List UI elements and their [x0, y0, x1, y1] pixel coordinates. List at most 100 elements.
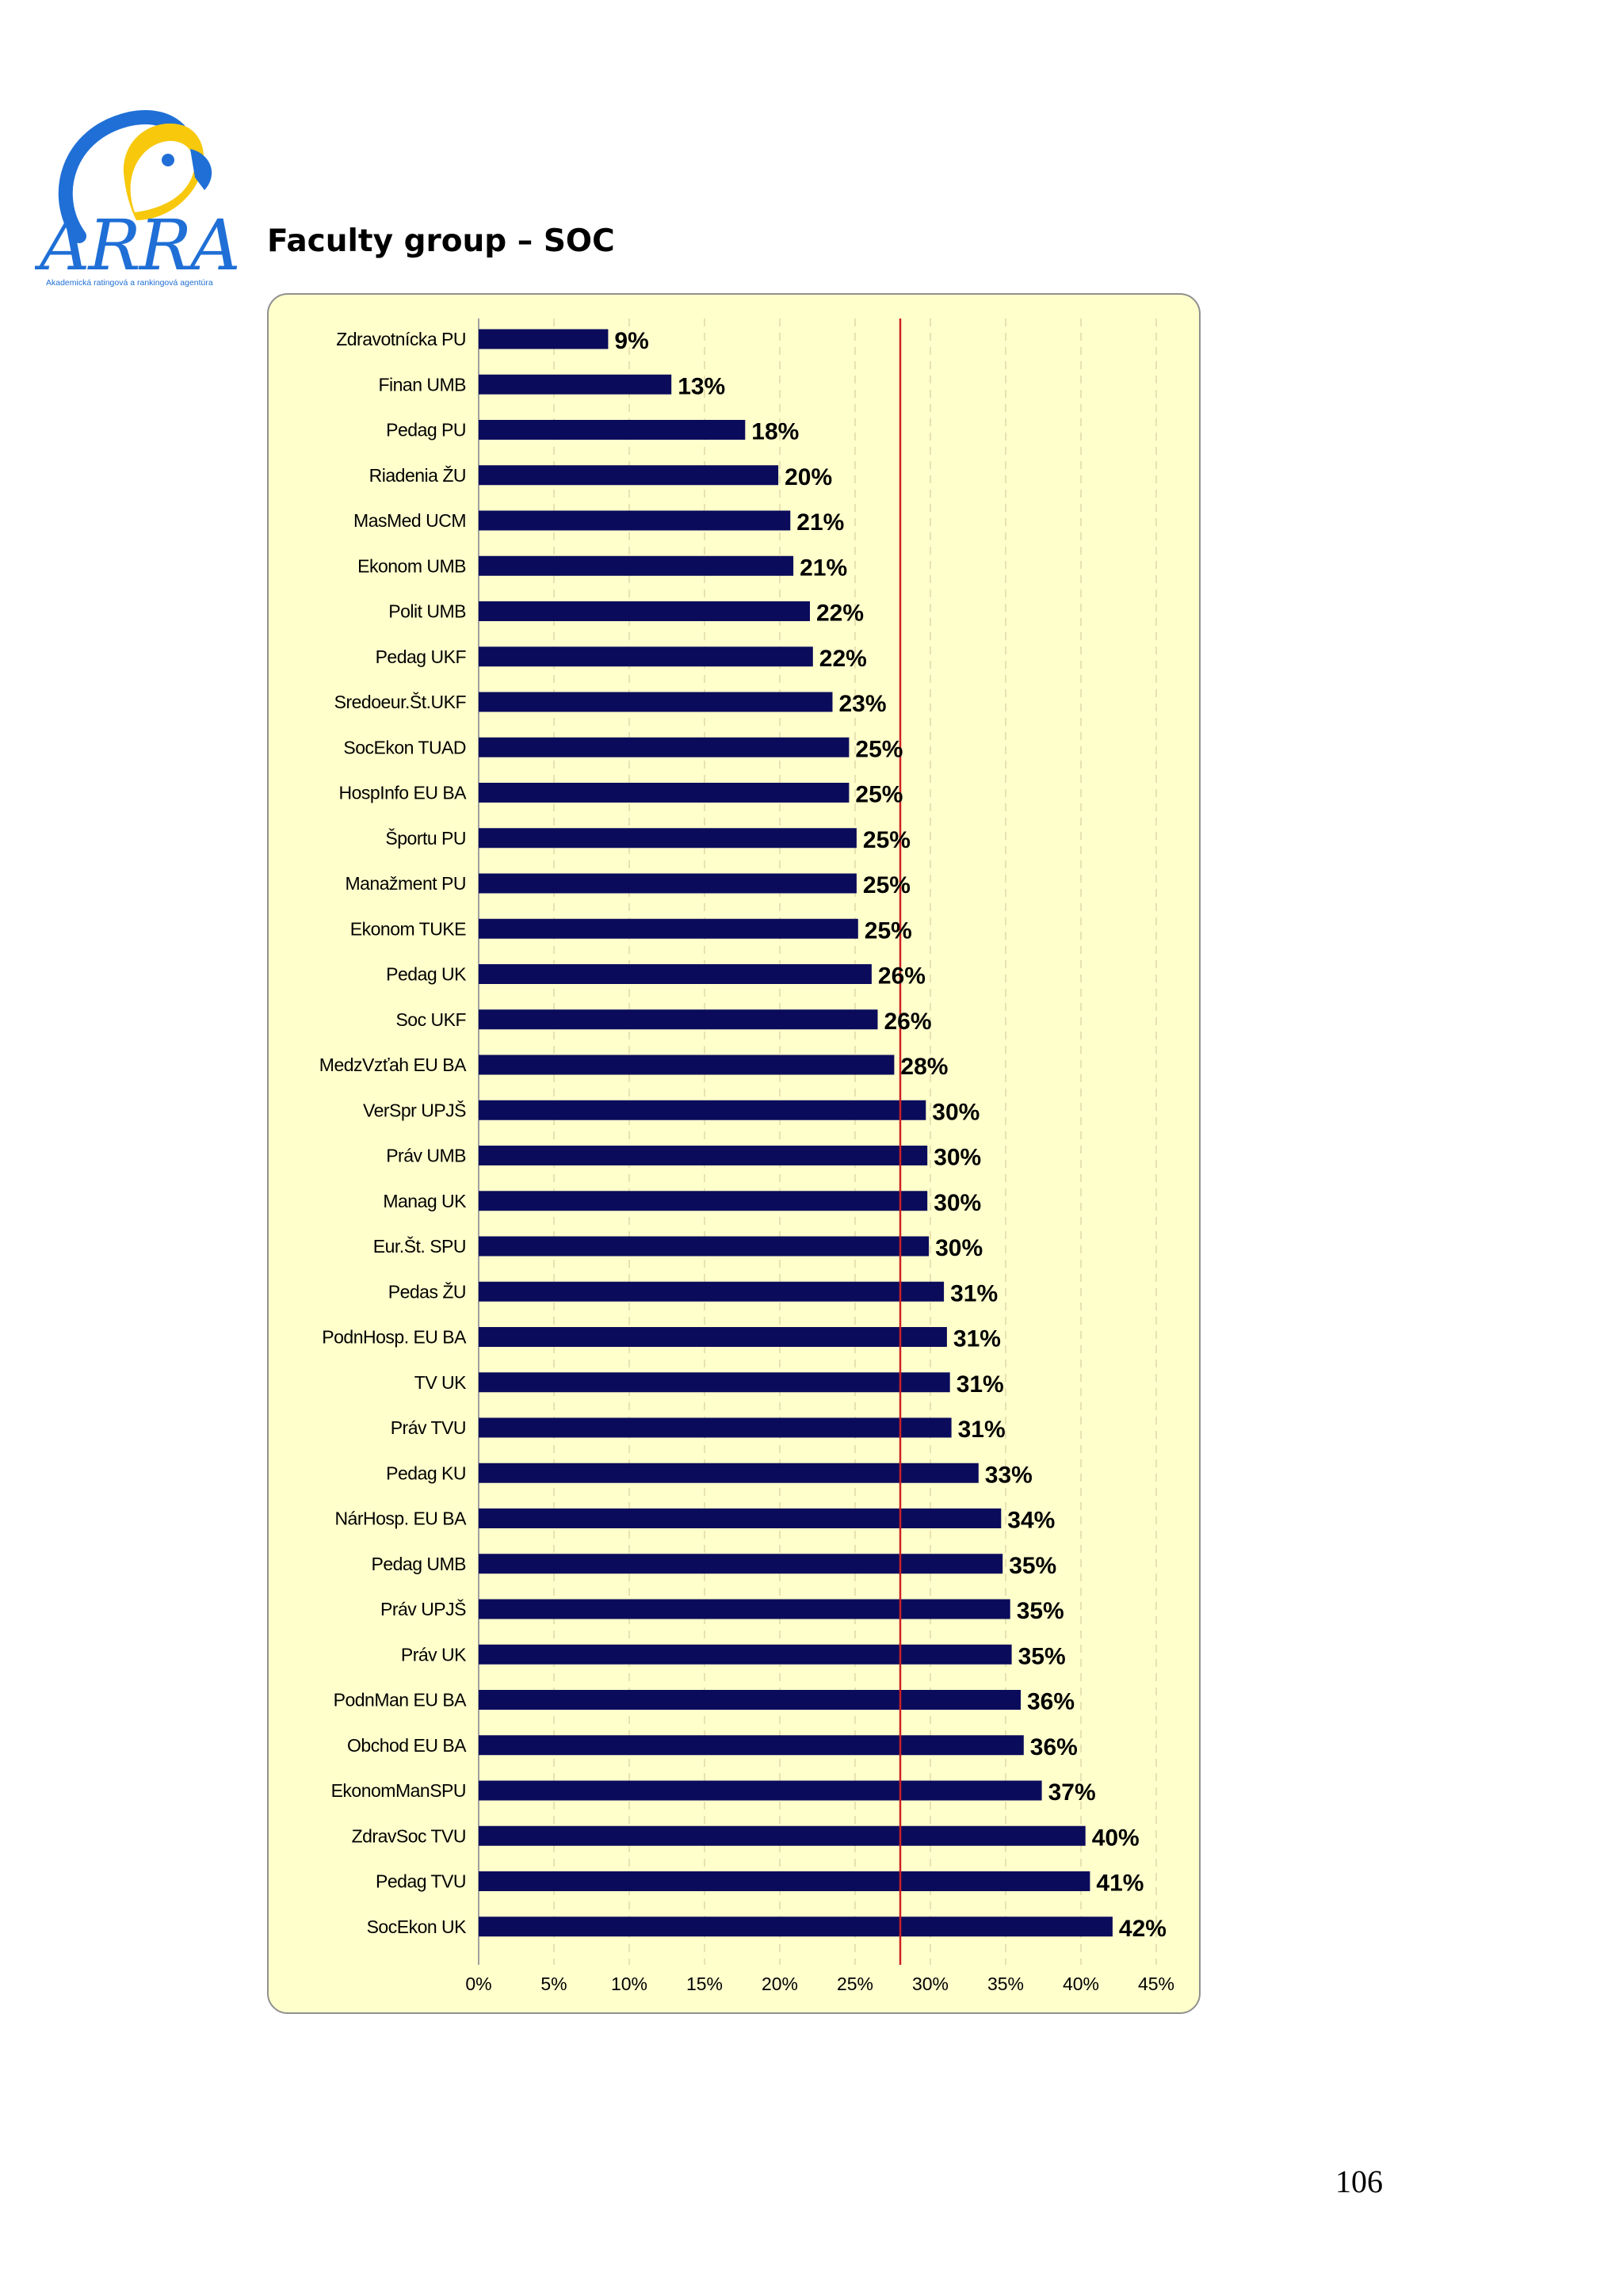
bar — [479, 1871, 1090, 1891]
category-label: Pedas ŽU — [388, 1281, 466, 1302]
category-label: Pedag KU — [386, 1463, 466, 1483]
x-tick-label: 0% — [465, 1974, 491, 1994]
value-label: 26% — [884, 1009, 932, 1035]
category-label: Soc UKF — [395, 1009, 466, 1030]
x-tick-label: 5% — [540, 1974, 567, 1994]
bar — [479, 1508, 1002, 1528]
value-label: 22% — [816, 601, 864, 627]
bar — [479, 1599, 1010, 1619]
category-label: SocEkon UK — [367, 1917, 468, 1937]
bar — [479, 918, 858, 939]
page-number: 106 — [1335, 2164, 1383, 2199]
bar — [479, 1554, 1003, 1574]
bar — [479, 1191, 928, 1211]
value-label: 21% — [796, 509, 844, 536]
value-label: 31% — [958, 1417, 1006, 1443]
x-tick-label: 30% — [912, 1974, 949, 1994]
category-label: Športu PU — [385, 827, 466, 849]
bar — [479, 420, 746, 440]
bar — [479, 1417, 952, 1438]
category-label: Ekonom TUKE — [350, 918, 466, 939]
category-label: Obchod EU BA — [347, 1735, 467, 1756]
bar — [479, 1100, 926, 1120]
bar — [479, 1009, 878, 1030]
value-label: 21% — [800, 555, 847, 581]
category-label: Pedag UKF — [376, 646, 467, 667]
category-label: Pedag UMB — [371, 1554, 466, 1574]
bar-chart: Zdravotnícka PU 9% Finan UMB 13% Pedag PU 18%… — [319, 318, 1174, 1994]
x-tick-label: 35% — [987, 1974, 1024, 1994]
bar — [479, 1780, 1042, 1801]
value-label: 42% — [1119, 1916, 1167, 1942]
value-label: 35% — [1009, 1553, 1056, 1579]
value-label: 31% — [953, 1326, 1001, 1352]
category-label: HospInfo EU BA — [339, 783, 468, 803]
bar — [479, 1917, 1113, 1937]
value-label: 30% — [935, 1235, 983, 1261]
bar — [479, 1327, 947, 1347]
value-label: 36% — [1030, 1734, 1078, 1760]
category-label: Riadenia ŽU — [369, 465, 466, 486]
category-label: Eur.Št. SPU — [373, 1235, 466, 1257]
bar — [479, 1463, 979, 1483]
bar — [479, 1825, 1086, 1846]
category-label: Práv UPJŠ — [380, 1598, 466, 1619]
bar — [479, 646, 813, 667]
category-label: VerSpr UPJŠ — [363, 1099, 466, 1120]
arra-logo: ARRA Akademická ratingová a rankingová a… — [34, 101, 241, 288]
value-label: 28% — [900, 1054, 948, 1080]
value-label: 25% — [863, 827, 911, 853]
bar — [479, 374, 672, 395]
logo-tagline: Akademická ratingová a rankingová agentú… — [46, 278, 213, 288]
x-tick-label: 20% — [762, 1974, 798, 1994]
category-label: MasMed UCM — [353, 510, 466, 531]
category-label: MedzVzťah EU BA — [319, 1055, 467, 1075]
bar — [479, 1055, 895, 1075]
category-label: EkonomManSPU — [331, 1780, 466, 1801]
value-label: 35% — [1017, 1598, 1064, 1624]
category-label: Práv UMB — [386, 1146, 466, 1166]
value-label: 31% — [950, 1280, 998, 1306]
value-label: 33% — [985, 1462, 1033, 1488]
bar — [479, 1236, 930, 1257]
x-tick-label: 45% — [1138, 1974, 1174, 1994]
bar — [479, 828, 857, 849]
bar — [479, 1372, 950, 1393]
value-label: 26% — [878, 963, 926, 990]
category-label: Pedag TVU — [376, 1871, 466, 1892]
category-label: Polit UMB — [388, 601, 466, 622]
bar — [479, 1735, 1024, 1756]
category-label: Práv TVU — [391, 1417, 466, 1438]
value-label: 25% — [865, 917, 912, 944]
value-label: 30% — [932, 1099, 980, 1125]
value-label: 22% — [819, 646, 867, 672]
bar — [479, 510, 791, 531]
bar — [479, 964, 872, 984]
category-label: ZdravSoc TVU — [352, 1825, 466, 1846]
value-label: 18% — [751, 419, 799, 445]
category-label: Pedag UK — [386, 964, 467, 985]
category-label: PodnMan EU BA — [334, 1690, 468, 1711]
page-title: Faculty group – SOC — [267, 223, 615, 259]
value-label: 36% — [1027, 1689, 1075, 1715]
value-label: 25% — [855, 736, 903, 762]
x-tick-label: 25% — [837, 1974, 873, 1994]
value-label: 41% — [1096, 1871, 1144, 1897]
x-tick-label: 40% — [1063, 1974, 1099, 1994]
value-label: 13% — [678, 373, 725, 399]
category-label: NárHosp. EU BA — [334, 1508, 467, 1529]
category-label: Ekonom UMB — [357, 555, 466, 576]
value-label: 34% — [1007, 1508, 1055, 1534]
category-label: PodnHosp. EU BA — [322, 1327, 467, 1348]
bar — [479, 1281, 945, 1302]
value-label: 30% — [934, 1145, 981, 1171]
bar — [479, 329, 609, 349]
category-label: Zdravotnícka PU — [336, 329, 466, 349]
category-label: TV UK — [414, 1372, 467, 1393]
x-tick-label: 10% — [611, 1974, 647, 1994]
value-label: 37% — [1048, 1779, 1096, 1806]
category-label: Manažment PU — [345, 873, 466, 894]
category-label: Finan UMB — [378, 374, 466, 395]
value-label: 25% — [863, 872, 911, 898]
value-label: 31% — [957, 1371, 1004, 1398]
